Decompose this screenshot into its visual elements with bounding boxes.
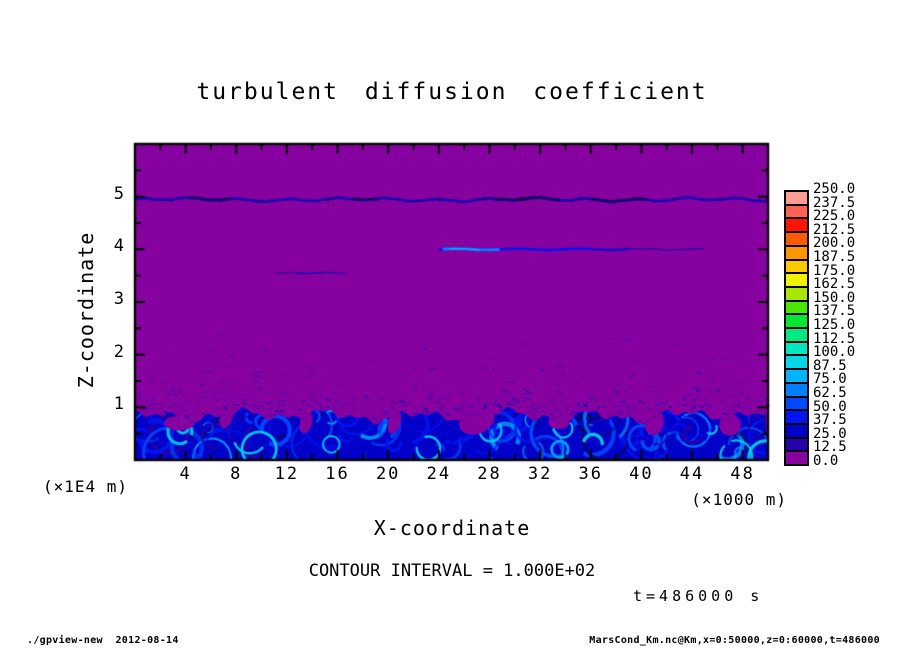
colorbar-tick-label: 150.0 [813,289,856,306]
colorbar-tick-label: 37.5 [813,412,847,429]
footer-dataset-text: MarsCond_Km.nc@Km,x=0:50000,z=0:60000,t=… [589,635,880,646]
x-tick-label: 48 [730,464,755,484]
colorbar-tick-label: 175.0 [813,262,856,279]
z-tick-label: 1 [113,394,125,415]
x-tick-label: 24 [426,464,452,484]
colorbar-tick-label: 50.0 [813,398,847,415]
colorbar-tick-label: 137.5 [813,303,856,320]
z-axis-unit: (×1E4 m) [43,477,129,496]
x-axis-unit: (×1000 m) [691,490,787,509]
x-tick-label: 44 [679,464,705,484]
colorbar-cell [786,422,807,437]
colorbar-cell [786,285,807,300]
colorbar-cell [786,272,807,286]
plot-title: turbulent diffusion coefficient [196,79,708,105]
colorbar-cell [786,313,807,328]
colorbar-tick-label: 250.0 [813,181,856,197]
z-tick-label: 2 [113,341,125,362]
colorbar-tick-label: 112.5 [813,330,856,347]
colorbar-tick-label: 200.0 [813,235,856,252]
z-tick-label: 4 [113,236,125,257]
colorbar-cell [786,409,807,423]
colorbar-tick-label: 25.0 [813,425,847,442]
colorbar-cell [786,368,807,382]
colorbar-cell [786,436,807,451]
x-axis-label: X-coordinate [373,516,531,540]
colorbar-tick-label: 212.5 [813,221,856,238]
x-tick-label: 8 [230,464,243,484]
colorbar-tick-label: 162.5 [813,276,856,293]
colorbar-tick-label: 100.0 [813,344,856,361]
z-tick-label: 3 [113,289,125,309]
colorbar-cell [786,299,807,314]
colorbar-tick-label: 237.5 [813,194,856,211]
colorbar-tick-label: 225.0 [813,208,856,225]
contour-interval-note: CONTOUR INTERVAL = 1.000E+02 [308,561,596,581]
colorbar-cell [786,203,807,218]
x-tick-label: 4 [179,464,192,484]
colorbar-tick-label: 87.5 [813,357,847,374]
colorbar-tick-label: 0.0 [813,453,839,469]
time-annotation: t=486000 s [633,587,764,605]
x-tick-label: 40 [629,464,654,484]
x-tick-label: 12 [274,464,300,484]
colorbar-cell [786,217,807,232]
colorbar-tick-label: 62.5 [813,385,847,401]
x-tick-label: 32 [527,464,553,484]
colorbar-tick-label: 125.0 [813,317,856,333]
z-tick-label: 5 [113,183,125,204]
colorbar-tick-label: 75.0 [813,371,847,388]
x-tick-label: 36 [578,464,603,484]
colorbar-tick-label: 187.5 [813,249,856,265]
footer-command-text: ./gpview-new 2012-08-14 [27,635,179,646]
x-tick-label: 16 [325,464,350,484]
colorbar-cell [786,258,807,273]
colorbar-cell [786,450,807,465]
colorbar-cell [786,244,807,259]
colorbar-cell [786,327,807,341]
colorbar-cell [786,340,807,355]
colorbar-cell [786,381,807,396]
x-tick-label: 20 [375,464,401,484]
colorbar-cell [786,395,807,410]
colorbar-cell [786,354,807,369]
colorbar-tick-label: 12.5 [813,439,847,456]
colorbar [784,190,809,466]
colorbar-cell [786,192,807,204]
x-tick-label: 28 [477,464,502,484]
colorbar-cell [786,231,807,245]
